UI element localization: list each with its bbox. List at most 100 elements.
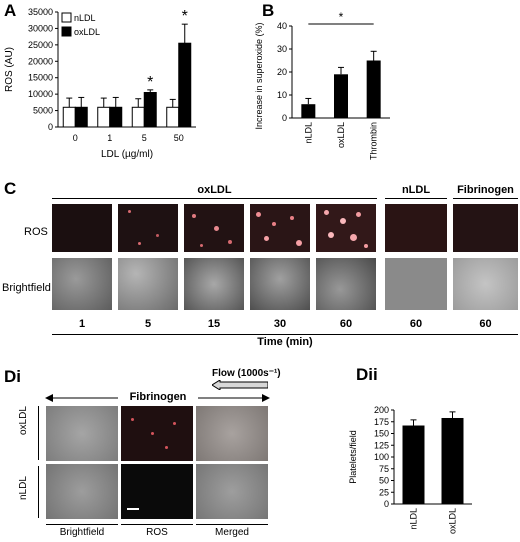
- bar: [74, 106, 88, 128]
- group-label-nldl: nLDL: [401, 184, 431, 196]
- legend-swatch: [61, 12, 72, 23]
- scale-bar: [127, 508, 139, 510]
- bar: [131, 106, 145, 128]
- row-label-oxldl: oxLDL: [18, 406, 29, 435]
- brightfield-tile: [118, 258, 178, 310]
- brightfield-tile: [250, 258, 310, 310]
- y-tick-label: 175: [374, 417, 389, 427]
- group-label-oxldl: oxLDL: [197, 184, 232, 196]
- bar: [143, 92, 157, 128]
- y-tick-label: 30000: [28, 23, 53, 33]
- panel-label-b: B: [262, 1, 275, 20]
- brightfield-tile: [52, 258, 112, 310]
- chart-b: 0 10 20 30 40 Increase in superoxide (%) nLDL o…: [254, 10, 390, 160]
- y-tick-label: 50: [379, 476, 389, 486]
- ros-tile: [453, 204, 518, 252]
- time-label: 60: [479, 318, 492, 330]
- bar: [301, 104, 316, 118]
- x-tick-label: oxLDL: [448, 508, 458, 534]
- time-label: 60: [409, 318, 423, 330]
- col-bracket: [121, 524, 193, 525]
- y-axis-label: Platelets/field: [348, 430, 358, 484]
- significance-star: *: [147, 74, 153, 91]
- merged-tile: [196, 406, 268, 461]
- bar: [178, 42, 192, 128]
- time-axis-label: Time (min): [257, 336, 313, 348]
- y-tick-label: 75: [379, 464, 389, 474]
- panel-di: Flow (1000s⁻¹) Fibrinogen oxLDL nLDL Bri…: [0, 360, 300, 542]
- panel-label-dii: Dii: [356, 365, 378, 384]
- x-tick-label: 50: [174, 133, 184, 143]
- col-label-brightfield: Brightfield: [59, 527, 105, 538]
- ros-tile: [121, 406, 193, 461]
- bar: [97, 106, 111, 128]
- significance-star: *: [339, 10, 344, 24]
- x-tick-label: 5: [142, 133, 147, 143]
- group-label-fibrinogen: Fibrinogen: [457, 184, 514, 196]
- panel-c: oxLDL nLDL Fibrinogen ROS Brightfield: [0, 180, 520, 350]
- bar: [366, 60, 381, 118]
- flow-arrow-icon: [212, 380, 268, 390]
- fibrinogen-bracket: [453, 198, 518, 199]
- col-bracket: [196, 524, 268, 525]
- x-tick-label: 1: [107, 133, 112, 143]
- time-label: 60: [339, 318, 353, 330]
- y-tick-label: 25: [379, 487, 389, 497]
- chart-a: 0 5000 10000 15000 20000 25000 30000 35000 ROS (…: [4, 7, 196, 160]
- bar: [402, 425, 425, 504]
- y-tick-label: 0: [384, 499, 389, 509]
- y-tick-label: 0: [48, 122, 53, 132]
- col-label-merged: Merged: [215, 527, 249, 538]
- time-label: 30: [273, 318, 287, 330]
- brightfield-tile: [316, 258, 376, 310]
- y-tick-label: 25000: [28, 40, 53, 50]
- panel-label-c: C: [4, 179, 17, 198]
- row-label-ros: ROS: [24, 226, 48, 238]
- brightfield-tile: [184, 258, 244, 310]
- x-tick-label: 0: [73, 133, 78, 143]
- oxldl-bracket: [52, 198, 377, 199]
- y-tick-label: 200: [374, 405, 389, 415]
- fibrinogen-title: Fibrinogen: [118, 391, 198, 403]
- ros-tile: [250, 204, 310, 252]
- brightfield-tile: [46, 464, 118, 519]
- x-tick-label: Thrombin: [369, 122, 379, 160]
- x-tick-label: nLDL: [409, 508, 419, 530]
- ros-tile: [52, 204, 112, 252]
- legend-swatch: [61, 26, 72, 37]
- ros-tile: [121, 464, 193, 519]
- time-label: 15: [207, 318, 221, 330]
- bar: [441, 417, 464, 504]
- y-tick-label: 15000: [28, 73, 53, 83]
- bar: [109, 106, 123, 128]
- y-tick-label: 150: [374, 429, 389, 439]
- y-tick-label: 100: [374, 452, 389, 462]
- brightfield-tile: [46, 406, 118, 461]
- ros-tile: [316, 204, 376, 252]
- col-bracket: [46, 524, 118, 525]
- row-label-brightfield: Brightfield: [2, 282, 51, 294]
- x-axis-label: LDL (µg/ml): [101, 149, 153, 160]
- y-tick-label: 10: [277, 90, 287, 100]
- panel-label-a: A: [4, 1, 17, 20]
- y-tick-label: 125: [374, 440, 389, 450]
- panel-label-di: Di: [4, 367, 21, 386]
- y-tick-label: 5000: [33, 106, 53, 116]
- ros-tile: [118, 204, 178, 252]
- y-tick-label: 35000: [28, 7, 53, 17]
- y-tick-label: 0: [282, 113, 287, 123]
- y-tick-label: 20: [277, 67, 287, 77]
- time-label: 1: [78, 318, 86, 330]
- brightfield-tile: [385, 258, 447, 310]
- legend-label: oxLDL: [74, 27, 100, 37]
- bar: [62, 106, 76, 128]
- bar: [166, 106, 180, 128]
- x-tick-label: oxLDL: [336, 122, 346, 148]
- row-bracket-nldl: [38, 466, 39, 518]
- y-axis-label: Increase in superoxide (%): [254, 22, 264, 129]
- y-tick-label: 20000: [28, 56, 53, 66]
- merged-tile: [196, 464, 268, 519]
- col-label-ros: ROS: [146, 527, 168, 538]
- time-axis-line: [52, 334, 518, 335]
